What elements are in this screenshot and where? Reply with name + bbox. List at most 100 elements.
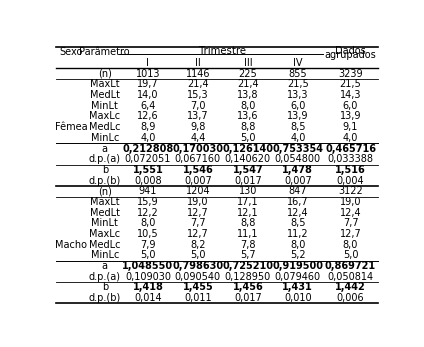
Text: 0,006: 0,006 — [337, 293, 364, 303]
Text: 7,7: 7,7 — [190, 218, 206, 228]
Text: 0,050814: 0,050814 — [327, 272, 374, 282]
Text: 13,7: 13,7 — [187, 111, 209, 121]
Text: b: b — [102, 282, 108, 293]
Text: 0,090540: 0,090540 — [175, 272, 221, 282]
Text: 21,4: 21,4 — [187, 79, 209, 90]
Text: 6,0: 6,0 — [290, 101, 306, 111]
Text: 8,8: 8,8 — [240, 218, 256, 228]
Text: 1013: 1013 — [136, 69, 160, 79]
Text: Parâmetro: Parâmetro — [79, 47, 130, 57]
Text: 15,9: 15,9 — [137, 197, 159, 207]
Text: 3122: 3122 — [338, 186, 363, 196]
Text: 1,431: 1,431 — [282, 282, 313, 293]
Text: 8,9: 8,9 — [140, 122, 156, 132]
Text: 16,7: 16,7 — [287, 197, 309, 207]
Text: 8,0: 8,0 — [140, 218, 156, 228]
Text: 19,0: 19,0 — [340, 197, 361, 207]
Text: 7,7: 7,7 — [343, 218, 358, 228]
Text: 847: 847 — [289, 186, 307, 196]
Text: 130: 130 — [239, 186, 257, 196]
Text: 0,109030: 0,109030 — [125, 272, 171, 282]
Text: 7,9: 7,9 — [140, 240, 156, 250]
Text: 1,478: 1,478 — [282, 165, 313, 175]
Text: d.p.(b): d.p.(b) — [89, 176, 121, 186]
Text: 5,0: 5,0 — [140, 251, 156, 260]
Text: 0,017: 0,017 — [234, 176, 262, 186]
Text: 1,516: 1,516 — [335, 165, 366, 175]
Text: 15,3: 15,3 — [187, 90, 209, 100]
Text: 21,5: 21,5 — [287, 79, 309, 90]
Text: 1,418: 1,418 — [132, 282, 163, 293]
Text: MedLc: MedLc — [89, 240, 120, 250]
Text: 0,126140: 0,126140 — [222, 144, 273, 153]
Text: 8,0: 8,0 — [343, 240, 358, 250]
Text: (n): (n) — [98, 186, 112, 196]
Text: 12,4: 12,4 — [340, 208, 361, 218]
Text: 0,140620: 0,140620 — [225, 154, 271, 164]
Text: 7,8: 7,8 — [240, 240, 256, 250]
Text: 13,6: 13,6 — [237, 111, 259, 121]
Text: 1204: 1204 — [186, 186, 210, 196]
Text: 10,5: 10,5 — [137, 229, 159, 239]
Text: 0,017: 0,017 — [234, 293, 262, 303]
Text: 6,0: 6,0 — [343, 101, 358, 111]
Text: Sexo: Sexo — [60, 47, 83, 57]
Text: 21,5: 21,5 — [340, 79, 361, 90]
Text: 0,725210: 0,725210 — [222, 261, 273, 271]
Text: 8,5: 8,5 — [290, 218, 306, 228]
Text: agrupados: agrupados — [325, 50, 377, 60]
Text: 0,212808: 0,212808 — [122, 144, 173, 153]
Text: 5,0: 5,0 — [190, 251, 206, 260]
Text: MaxLt: MaxLt — [90, 197, 120, 207]
Text: 12,7: 12,7 — [340, 229, 361, 239]
Text: 11,1: 11,1 — [237, 229, 259, 239]
Text: 13,3: 13,3 — [287, 90, 309, 100]
Text: 0,010: 0,010 — [284, 293, 312, 303]
Text: 17,1: 17,1 — [237, 197, 259, 207]
Text: 14,3: 14,3 — [340, 90, 361, 100]
Text: 1,455: 1,455 — [182, 282, 213, 293]
Text: 6,4: 6,4 — [140, 101, 156, 111]
Text: 12,7: 12,7 — [187, 229, 209, 239]
Text: 941: 941 — [139, 186, 157, 196]
Text: 21,4: 21,4 — [237, 79, 259, 90]
Text: 19,7: 19,7 — [137, 79, 159, 90]
Text: 0,004: 0,004 — [337, 176, 364, 186]
Text: Dados: Dados — [335, 46, 366, 56]
Text: 11,2: 11,2 — [287, 229, 309, 239]
Text: 4,4: 4,4 — [190, 133, 206, 143]
Text: 8,2: 8,2 — [190, 240, 206, 250]
Text: 8,8: 8,8 — [240, 122, 256, 132]
Text: 1,547: 1,547 — [232, 165, 263, 175]
Text: d.p.(b): d.p.(b) — [89, 293, 121, 303]
Text: d.p.(a): d.p.(a) — [89, 272, 121, 282]
Text: 1,546: 1,546 — [182, 165, 213, 175]
Text: MinLt: MinLt — [91, 101, 118, 111]
Text: Fêmea: Fêmea — [55, 122, 88, 132]
Text: III: III — [243, 58, 252, 68]
Text: MaxLc: MaxLc — [89, 229, 120, 239]
Text: MinLt: MinLt — [91, 218, 118, 228]
Text: 9,1: 9,1 — [343, 122, 358, 132]
Text: 0,128950: 0,128950 — [225, 272, 271, 282]
Text: (n): (n) — [98, 69, 112, 79]
Text: 4,0: 4,0 — [343, 133, 358, 143]
Text: 5,2: 5,2 — [290, 251, 306, 260]
Text: 12,4: 12,4 — [287, 208, 309, 218]
Text: 1146: 1146 — [186, 69, 210, 79]
Text: MedLt: MedLt — [90, 208, 120, 218]
Text: 19,0: 19,0 — [187, 197, 209, 207]
Text: 0,798630: 0,798630 — [172, 261, 223, 271]
Text: I: I — [146, 58, 149, 68]
Text: 8,0: 8,0 — [240, 101, 256, 111]
Text: 0,869721: 0,869721 — [325, 261, 376, 271]
Text: 12,7: 12,7 — [187, 208, 209, 218]
Text: 4,0: 4,0 — [290, 133, 306, 143]
Text: 5,7: 5,7 — [240, 251, 256, 260]
Text: 0,753354: 0,753354 — [272, 144, 324, 153]
Text: MaxLc: MaxLc — [89, 111, 120, 121]
Text: d.p.(a): d.p.(a) — [89, 154, 121, 164]
Text: Trimestre: Trimestre — [199, 46, 246, 57]
Text: 0,011: 0,011 — [184, 293, 212, 303]
Text: 0,170030: 0,170030 — [173, 144, 223, 153]
